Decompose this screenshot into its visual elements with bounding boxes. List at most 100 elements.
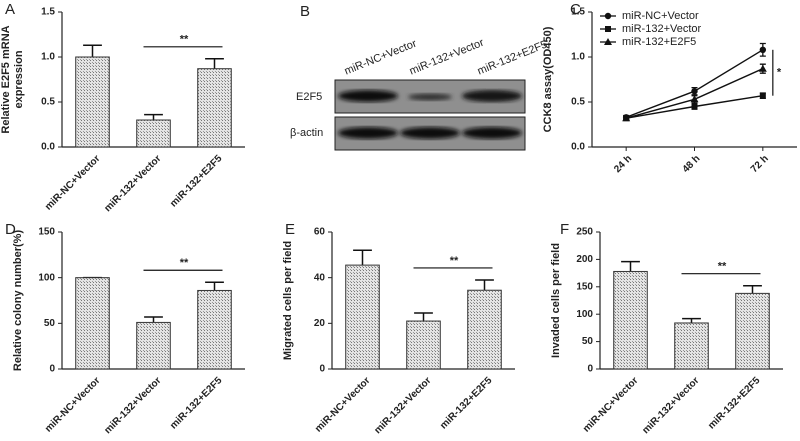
bar xyxy=(345,264,380,370)
significance-label: ** xyxy=(180,257,189,269)
blot xyxy=(334,79,526,151)
significance-label: ** xyxy=(450,255,459,267)
lane-label: miR-132+Vector xyxy=(408,37,486,78)
error-bar xyxy=(205,58,224,69)
y-tick-label: 1.0 xyxy=(41,52,55,63)
significance-label: * xyxy=(777,67,782,79)
y-tick-label: 0.5 xyxy=(41,97,55,108)
x-tick-label: 48 h xyxy=(681,153,703,175)
x-tick-label: 24 h xyxy=(612,153,634,175)
error-bar xyxy=(682,317,701,323)
y-tick-label: 0 xyxy=(319,364,325,375)
significance-label: ** xyxy=(180,34,189,46)
y-tick-label: 100 xyxy=(38,272,55,283)
row-label: β-actin xyxy=(290,127,323,139)
band xyxy=(462,127,522,139)
marker xyxy=(691,103,698,110)
y-tick-label: 150 xyxy=(38,227,55,238)
x-tick-label: miR-132+Vector xyxy=(102,153,163,214)
y-tick-label: 250 xyxy=(576,227,593,238)
band xyxy=(338,90,398,102)
y-tick-label: 20 xyxy=(314,318,326,329)
y-tick-label: 60 xyxy=(314,227,326,238)
y-axis-label: Invaded cells per field xyxy=(550,243,562,358)
error-bar xyxy=(475,279,494,291)
bar xyxy=(467,289,502,370)
bar xyxy=(136,119,171,148)
band xyxy=(338,127,398,139)
error-bar xyxy=(353,249,372,266)
y-tick-label: 1.5 xyxy=(41,7,55,18)
y-tick-label: 0.0 xyxy=(41,142,55,153)
bar xyxy=(197,68,232,148)
marker xyxy=(622,114,631,122)
x-tick-label: miR-132+E2F5 xyxy=(168,153,225,210)
y-axis-label: Relative colony number(%) xyxy=(12,230,24,372)
x-tick-label: miR-NC+Vector xyxy=(43,153,103,213)
y-tick-label: 200 xyxy=(576,254,593,265)
marker xyxy=(758,64,767,72)
row-label: E2F5 xyxy=(296,91,322,103)
x-tick-label: miR-132+Vector xyxy=(640,375,701,436)
bar xyxy=(75,56,110,148)
bar xyxy=(75,277,110,370)
x-tick-label: miR-NC+Vector xyxy=(43,375,103,435)
error-bar xyxy=(205,281,224,291)
panel-label: C xyxy=(570,1,581,18)
bar xyxy=(406,320,441,370)
y-tick-label: 50 xyxy=(582,336,594,347)
legend-label: miR-132+E2F5 xyxy=(622,36,696,48)
y-tick-label: 40 xyxy=(314,272,326,283)
x-tick-label: miR-132+Vector xyxy=(372,375,433,436)
x-tick-label: 72 h xyxy=(749,153,771,175)
x-tick-label: miR-132+E2F5 xyxy=(706,375,763,432)
bar xyxy=(735,292,770,370)
y-axis-label: expression xyxy=(13,50,25,108)
marker xyxy=(759,46,767,53)
y-axis-label: Relative E2F5 mRNA xyxy=(0,25,12,133)
legend-marker xyxy=(604,12,612,20)
band xyxy=(400,127,460,139)
panel-label: E xyxy=(285,221,295,238)
significance-label: ** xyxy=(718,261,727,273)
legend-label: miR-132+Vector xyxy=(622,23,702,35)
band xyxy=(462,90,522,102)
lane-label: miR-132+E2F5 xyxy=(476,39,549,78)
y-axis-label: Migrated cells per field xyxy=(282,241,294,360)
marker xyxy=(690,95,699,103)
x-tick-label: miR-132+Vector xyxy=(102,375,163,436)
panel-label: D xyxy=(5,221,16,238)
marker xyxy=(759,92,766,99)
marker xyxy=(691,88,698,95)
y-tick-label: 150 xyxy=(576,281,593,292)
error-bar xyxy=(743,284,762,294)
panel-label: B xyxy=(300,3,310,20)
y-tick-label: 100 xyxy=(576,309,593,320)
legend-label: miR-NC+Vector xyxy=(622,10,699,22)
x-tick-label: miR-132+E2F5 xyxy=(438,375,495,432)
legend-marker xyxy=(605,26,611,32)
y-tick-label: 1.0 xyxy=(571,52,585,63)
x-tick-label: miR-NC+Vector xyxy=(313,375,373,435)
y-tick-label: 0.0 xyxy=(571,142,585,153)
error-bar xyxy=(414,312,433,322)
x-tick-label: miR-132+E2F5 xyxy=(168,375,225,432)
y-tick-label: 0 xyxy=(49,364,55,375)
y-tick-label: 1.5 xyxy=(571,7,585,18)
y-axis-label: CCK8 assay(OD450) xyxy=(542,26,554,132)
y-tick-label: 50 xyxy=(44,318,56,329)
y-tick-label: 0 xyxy=(587,364,593,375)
error-bar xyxy=(144,316,163,323)
legend-marker xyxy=(604,38,612,45)
error-bar xyxy=(83,44,102,57)
band xyxy=(408,93,452,101)
panel-label: A xyxy=(5,1,15,18)
error-bar xyxy=(144,113,163,120)
bar xyxy=(197,289,232,370)
y-tick-label: 0.5 xyxy=(571,97,585,108)
panel-label: F xyxy=(560,221,569,238)
x-tick-label: miR-NC+Vector xyxy=(581,375,641,435)
error-bar xyxy=(621,260,640,272)
bar xyxy=(613,270,648,370)
